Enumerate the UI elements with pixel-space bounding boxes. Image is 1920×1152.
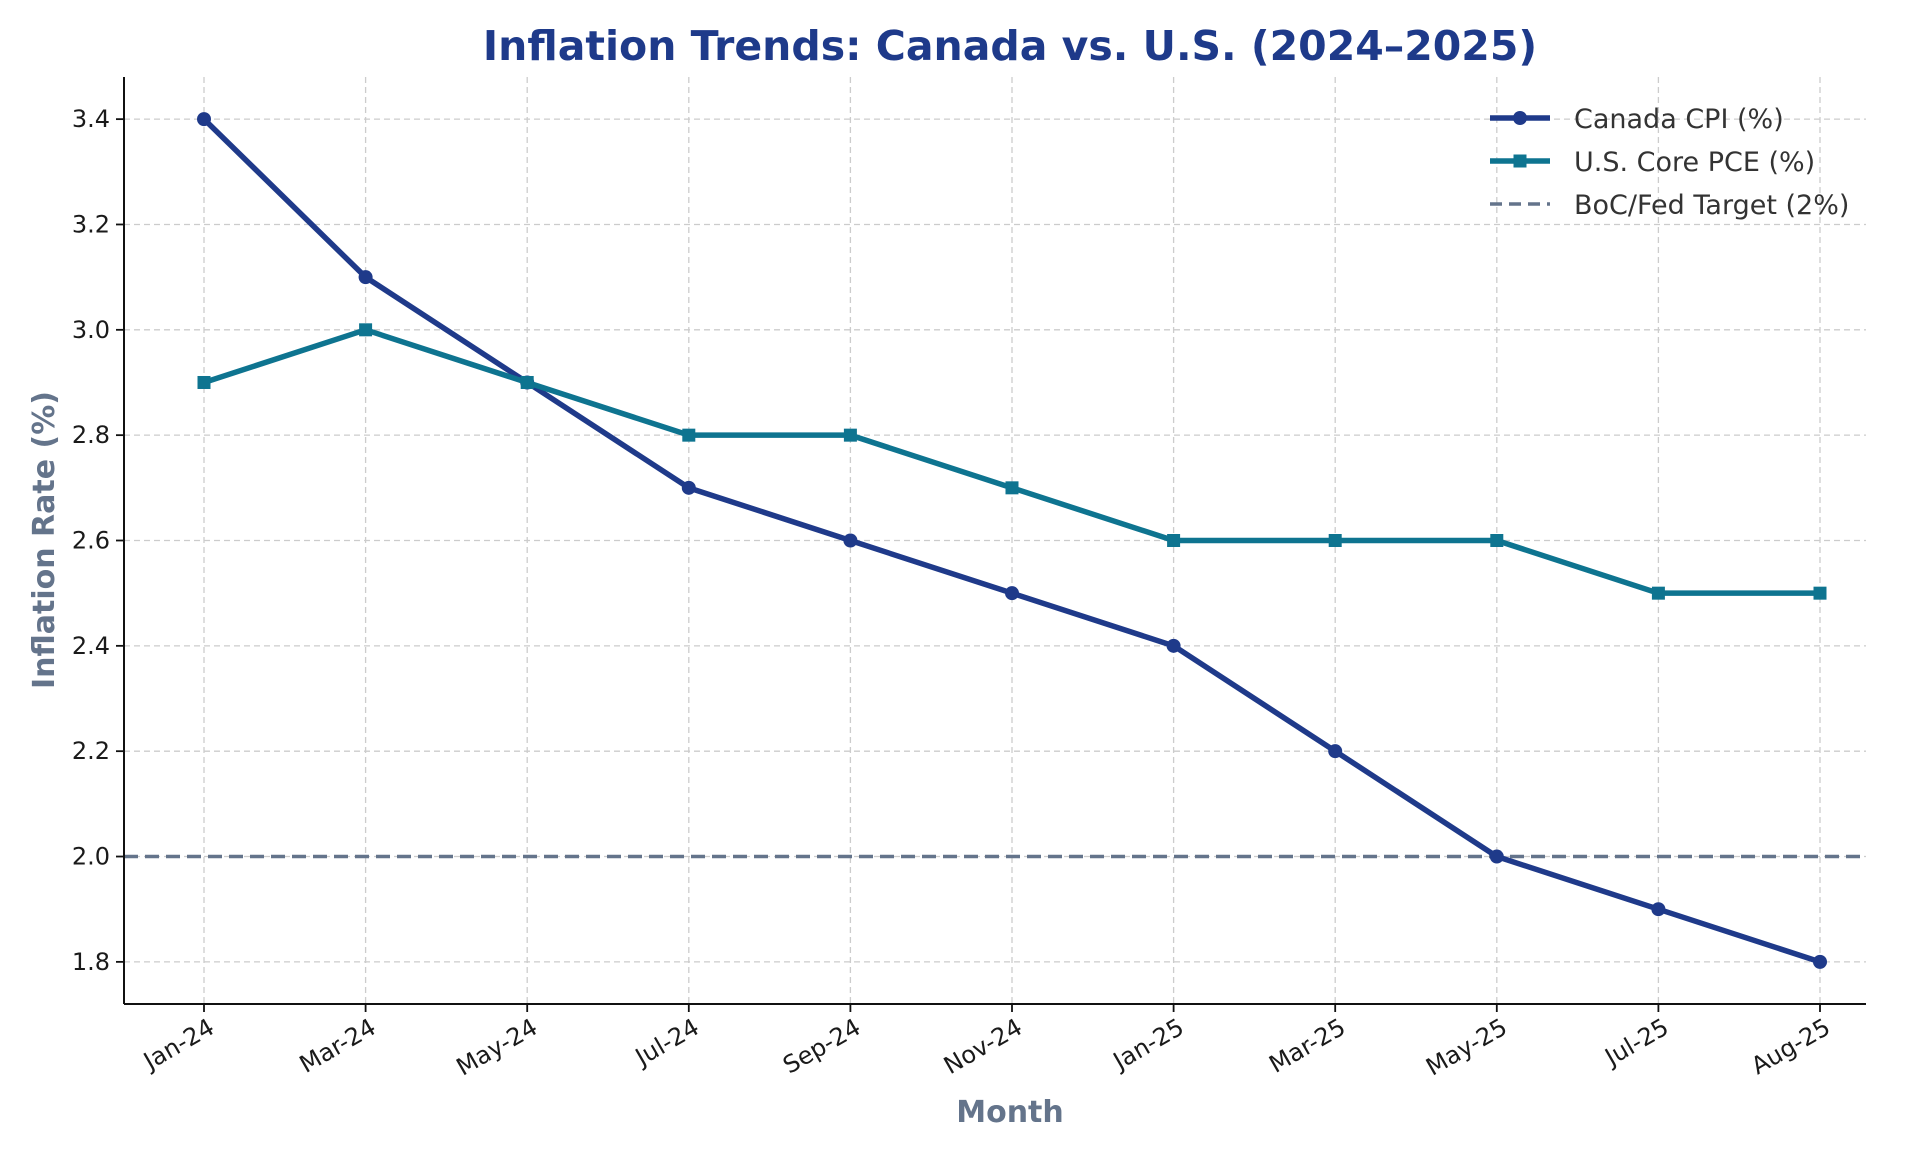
x-tick-label: Jan-25 (1107, 1013, 1189, 1076)
x-tick-label: Sep-24 (778, 1013, 865, 1079)
chart-title: Inflation Trends: Canada vs. U.S. (2024–… (483, 22, 1537, 70)
y-tick-label: 2.0 (72, 843, 110, 871)
us-core-pce-point (1813, 586, 1827, 600)
x-tick-label: Nov-24 (939, 1013, 1027, 1080)
y-tick-label: 3.2 (72, 210, 110, 238)
canada-cpi-point (1651, 902, 1666, 917)
legend: Canada CPI (%) U.S. Core PCE (%) BoC/Fed T… (1490, 104, 1849, 221)
legend-us-core-pce-label: U.S. Core PCE (%) (1574, 147, 1815, 178)
canada-cpi-point (1166, 638, 1181, 653)
x-tick-label: Mar-25 (1264, 1013, 1350, 1079)
canada-cpi-point (843, 533, 858, 548)
y-tick-label: 3.0 (72, 316, 110, 344)
canada-cpi-point (1328, 744, 1343, 759)
x-axis-label: Month (956, 1095, 1064, 1130)
x-tick-label: Jan-24 (137, 1013, 219, 1076)
legend-canada-cpi-marker (1513, 111, 1527, 125)
us-core-pce-point (520, 375, 534, 389)
us-core-pce-point (1005, 481, 1019, 495)
us-core-pce-point (1651, 586, 1665, 600)
canada-cpi-point (681, 480, 696, 495)
y-tick-label: 2.4 (72, 632, 110, 660)
canada-cpi-point (1813, 954, 1827, 969)
y-tick-label: 2.6 (72, 527, 110, 555)
canada-cpi-point (1005, 586, 1019, 601)
us-core-pce-point (1328, 534, 1342, 547)
us-core-pce-point (843, 428, 857, 442)
x-tick-label: Aug-25 (1746, 1013, 1835, 1080)
y-tick-label: 2.8 (72, 421, 110, 449)
canada-cpi-point (358, 270, 373, 285)
us-core-pce-point (682, 428, 696, 442)
x-tick-label: May-24 (452, 1013, 543, 1081)
series-layer (197, 112, 1827, 969)
y-axis-label: Inflation Rate (%) (27, 391, 62, 689)
x-tick-label: Mar-24 (295, 1013, 381, 1079)
legend-us-core-pce-marker (1513, 154, 1527, 168)
us-core-pce-point (359, 323, 373, 337)
legend-target-label: BoC/Fed Target (2%) (1574, 190, 1849, 221)
legend-canada-cpi-label: Canada CPI (%) (1574, 104, 1784, 135)
x-tick-label: May-25 (1421, 1013, 1512, 1081)
us-core-pce-point (1167, 534, 1181, 547)
canada-cpi-point (197, 112, 211, 127)
y-tick-label: 3.4 (72, 105, 110, 133)
us-core-pce-point (1490, 534, 1504, 547)
y-tick-label: 1.8 (72, 948, 110, 976)
y-tick-label: 2.2 (72, 737, 110, 765)
us-core-pce-point (197, 375, 211, 389)
canada-cpi-point (1489, 849, 1504, 864)
axes (116, 77, 1866, 1012)
x-tick-label: Jul-25 (1599, 1013, 1674, 1072)
x-tick-label: Jul-24 (629, 1013, 704, 1072)
